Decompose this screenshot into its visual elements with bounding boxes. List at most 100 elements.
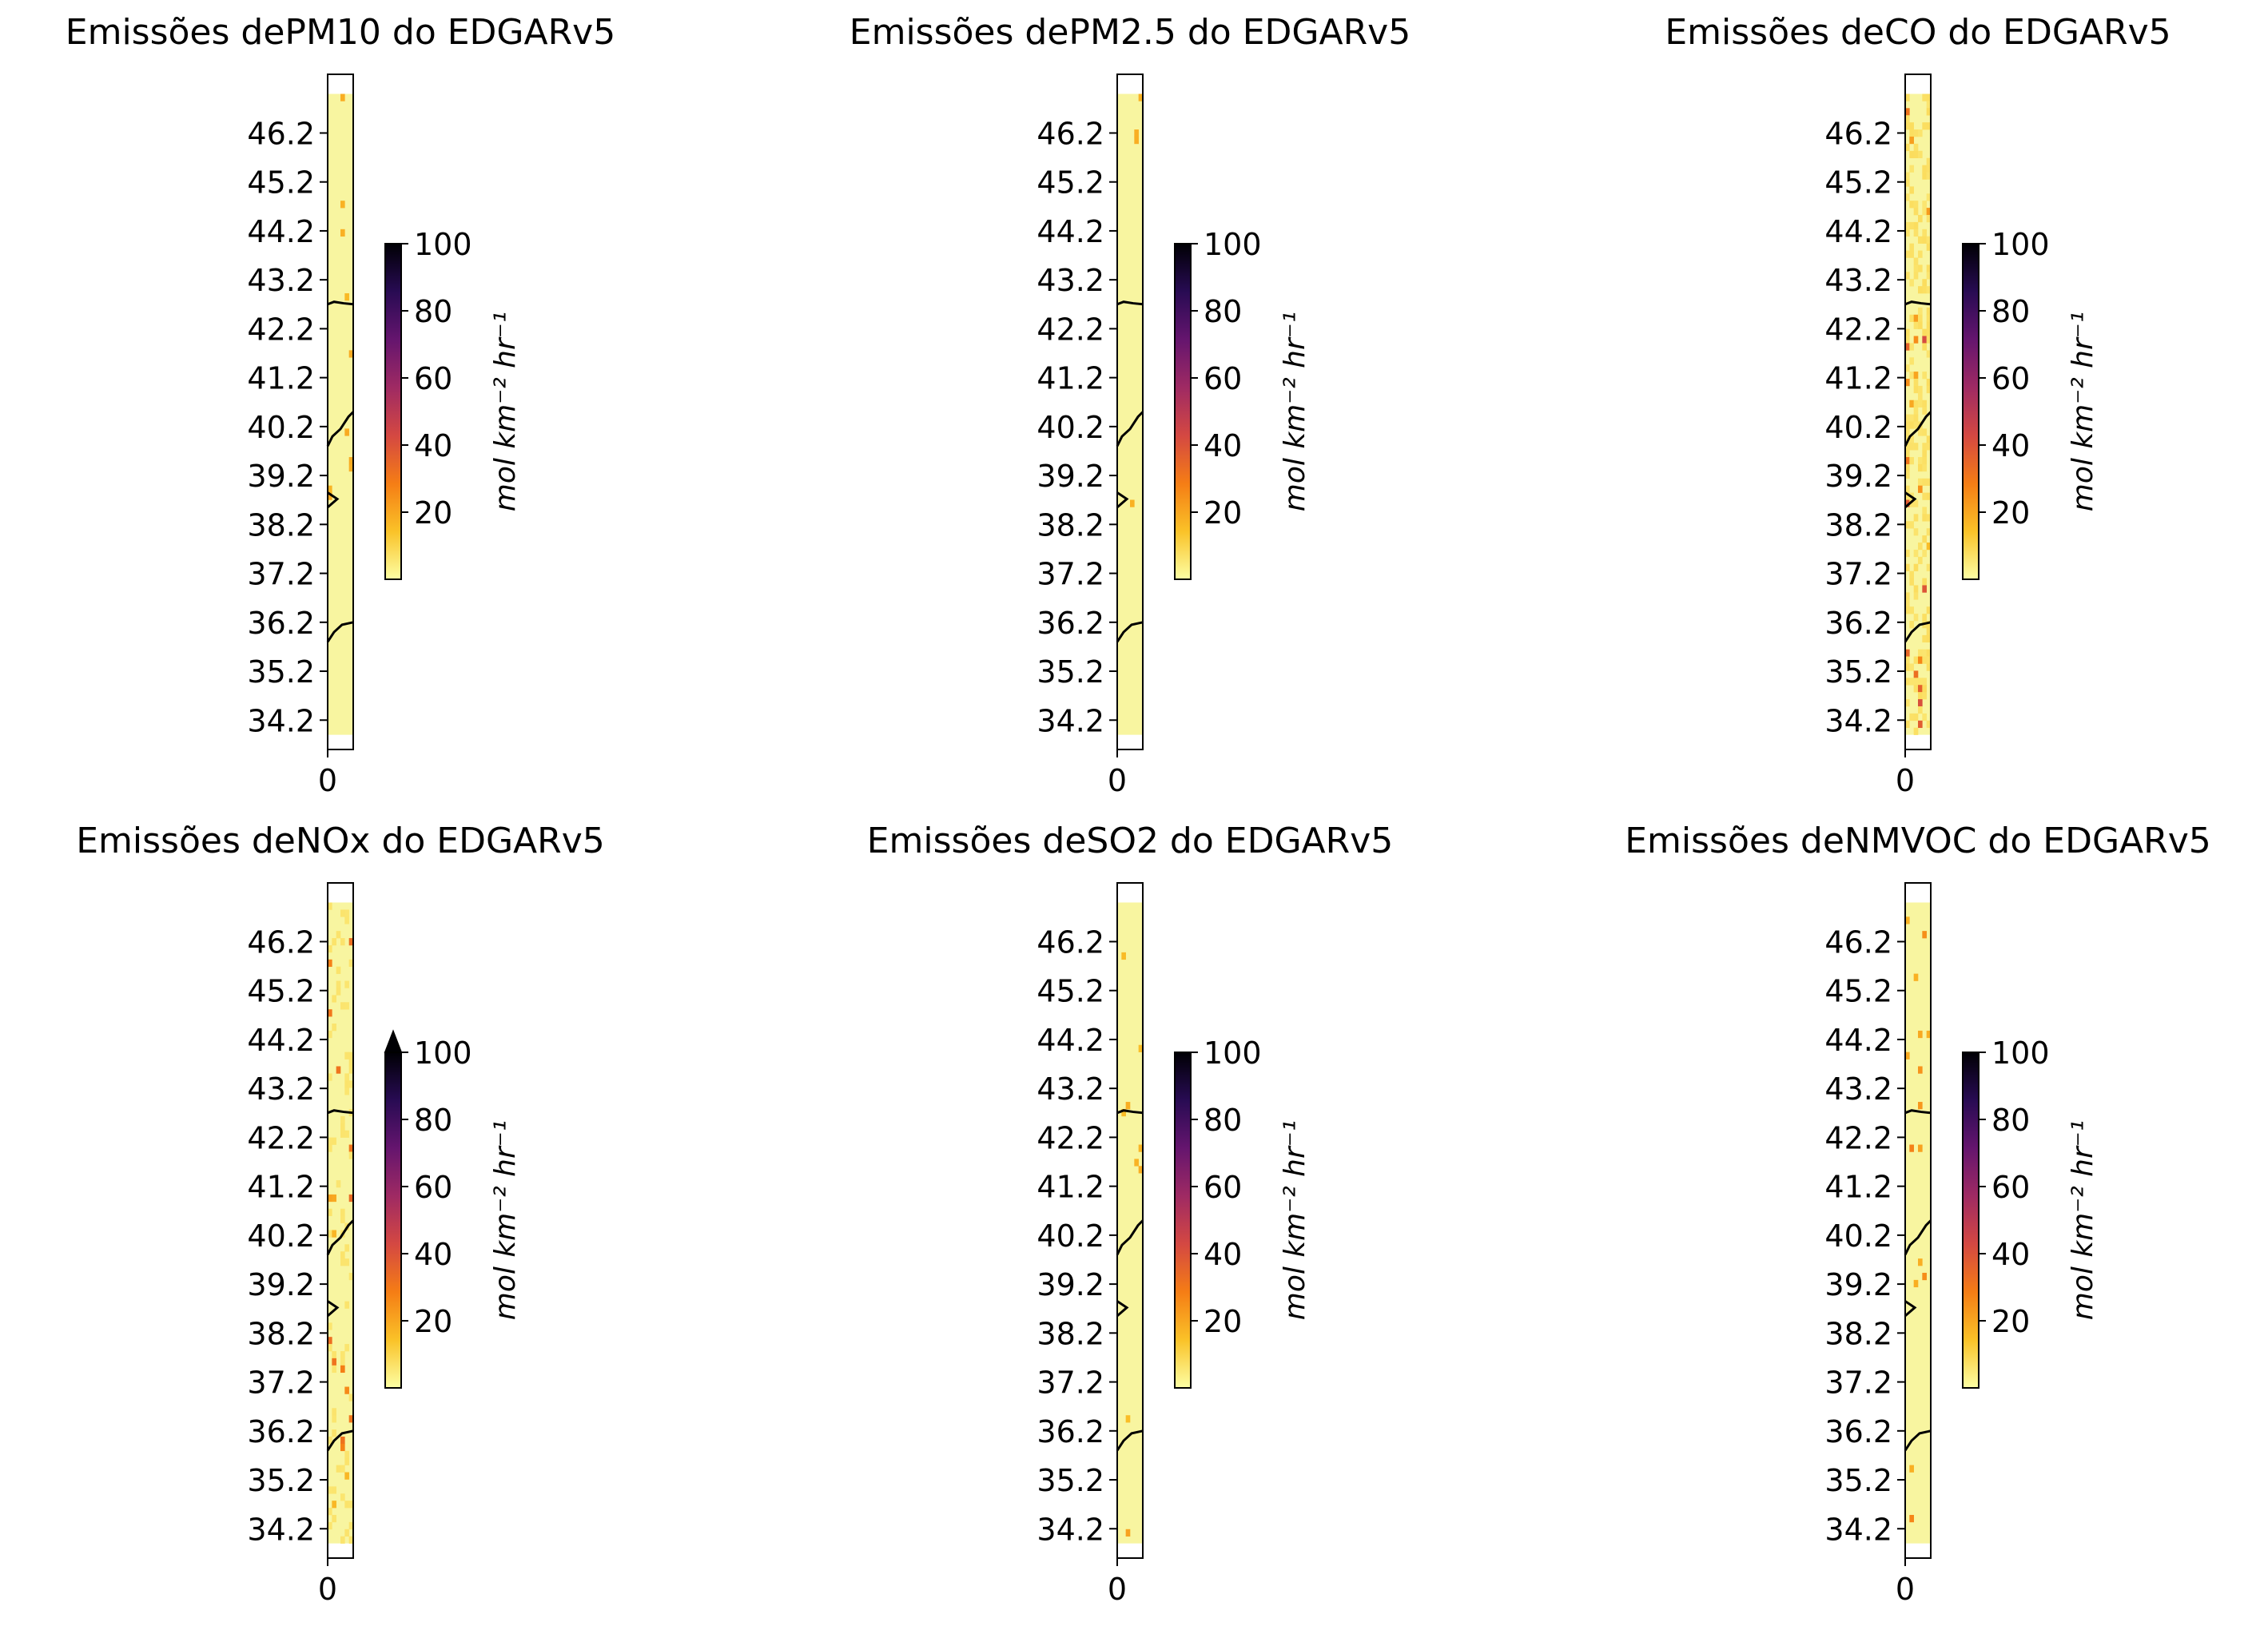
heatmap-cell [1926, 243, 1932, 251]
y-tick-label: 41.2 [1037, 1170, 1104, 1205]
coastline [1904, 300, 1932, 643]
colorbar: 20 40 60 80 100 mol km⁻² hr⁻¹ [384, 227, 522, 580]
heatmap-cell [1905, 108, 1910, 116]
heatmap-cell [1909, 201, 1914, 209]
y-tick-label: 36.2 [1824, 1414, 1892, 1449]
heatmap-cell [1905, 1052, 1910, 1060]
heatmap-cell [1926, 328, 1932, 336]
y-tick-label: 36.2 [1824, 606, 1892, 641]
colorbar-tick-label: 80 [414, 294, 452, 329]
heatmap-cell [1905, 606, 1910, 614]
coastline-south [1904, 1429, 1932, 1452]
heatmap-cell [1913, 614, 1919, 622]
heatmap-cell [1909, 136, 1914, 145]
coastline-south [1116, 621, 1144, 643]
heatmap-cell [1922, 279, 1927, 287]
heatmap-cell [1926, 215, 1932, 223]
colorbar-tick-label: 100 [1991, 1036, 2050, 1071]
heatmap-cell [1918, 236, 1923, 244]
heatmap-cell [1913, 656, 1919, 664]
y-tick-label: 44.2 [1824, 214, 1892, 249]
heatmap-cell [1913, 378, 1919, 387]
heatmap-cell [1905, 179, 1910, 187]
heatmap-cell [1909, 414, 1914, 422]
heatmap-cell [1905, 471, 1910, 479]
heatmap-cell [1918, 307, 1923, 316]
heatmap-cells [1905, 902, 1932, 1544]
coastline-mid [1904, 411, 1932, 447]
heatmap-cell [328, 1486, 332, 1494]
heatmap-cell [1905, 414, 1910, 422]
heatmap-cell [1926, 350, 1932, 358]
heatmap-cell [328, 1073, 332, 1081]
y-tick-label: 44.2 [1824, 1023, 1892, 1058]
heatmap-cell [1926, 492, 1932, 500]
heatmap-cell [348, 959, 354, 968]
panel-title: Emissões deSO2 do EDGARv5 [867, 821, 1394, 861]
colorbar-gradient [1963, 244, 1979, 579]
colorbar-tick-label: 20 [1991, 1304, 2030, 1339]
heatmap-cell [1121, 952, 1126, 960]
heatmap-cell [1926, 314, 1932, 322]
heatmap-cell [1926, 157, 1932, 165]
heatmap-cell [1926, 634, 1932, 643]
heatmap-cell [1918, 678, 1923, 686]
heatmap-cell [1913, 221, 1919, 230]
colorbar-label: mol km⁻² hr⁻¹ [1279, 1120, 1311, 1320]
colorbar-tick-label: 60 [414, 1170, 452, 1205]
x-tick-label: 0 [1108, 1572, 1127, 1607]
heatmap-cell [1913, 229, 1919, 237]
heatmap-cell [336, 1180, 341, 1188]
heatmap-cell [348, 938, 354, 946]
heatmap-cell [344, 1002, 349, 1010]
y-tick-label: 40.2 [247, 410, 315, 445]
heatmap-cell [1913, 670, 1919, 678]
heatmap-cell [1905, 421, 1910, 429]
heatmap-cell [340, 1536, 345, 1544]
y-tick-label: 41.2 [247, 1170, 315, 1205]
coastline [1904, 1109, 1932, 1452]
heatmap-cell [1905, 720, 1910, 729]
heatmap-cell [1922, 507, 1927, 515]
heatmap-cell [348, 1393, 354, 1401]
heatmap-cell [1918, 264, 1923, 272]
heatmap-cell [344, 1130, 349, 1138]
coastline-mid [326, 1219, 355, 1256]
heatmap-cell [1138, 1144, 1144, 1152]
heatmap-cells [328, 902, 354, 1544]
colorbar-gradient [385, 1052, 401, 1388]
heatmap-cell [340, 1365, 345, 1374]
heatmap-cell [1918, 478, 1923, 486]
heatmap-cell [1913, 314, 1919, 322]
y-tick-label: 45.2 [1824, 165, 1892, 201]
heatmap-cell [1905, 221, 1910, 230]
heatmap-cell [344, 1344, 349, 1352]
heatmap-base [1117, 93, 1143, 735]
heatmap-cell [1138, 93, 1144, 101]
heatmap-cell [1905, 499, 1910, 507]
heatmap-cell [332, 1415, 336, 1423]
heatmap-cell [348, 350, 354, 358]
heatmap-cell [348, 463, 354, 472]
y-tick-label: 41.2 [1037, 361, 1104, 396]
y-tick-label: 40.2 [1037, 410, 1104, 445]
y-tick-label: 37.2 [247, 1366, 315, 1401]
heatmap-cell [1926, 435, 1932, 443]
y-tick-label: 44.2 [1037, 214, 1104, 249]
heatmap-cell [1918, 556, 1923, 565]
heatmap-cell [1922, 372, 1927, 380]
heatmap-cell [1909, 1144, 1914, 1152]
heatmap-cell [1125, 1415, 1131, 1423]
panel-pm25: Emissões dePM2.5 do EDGARv5 34.2 35.2 36.2 3… [850, 12, 1411, 798]
heatmap-cell [340, 1208, 345, 1216]
y-tick-label: 38.2 [1824, 1316, 1892, 1351]
heatmap-cell [1905, 172, 1910, 180]
heatmap-cell [1926, 165, 1932, 173]
heatmap-cell [344, 1450, 349, 1458]
heatmap-cell [1913, 201, 1919, 209]
axes-frame [1904, 882, 1932, 1559]
colorbar-tick-label: 80 [1204, 294, 1242, 329]
heatmap-cell [340, 1258, 345, 1266]
heatmap-cell [348, 1415, 354, 1423]
y-tick-label: 39.2 [1824, 459, 1892, 494]
